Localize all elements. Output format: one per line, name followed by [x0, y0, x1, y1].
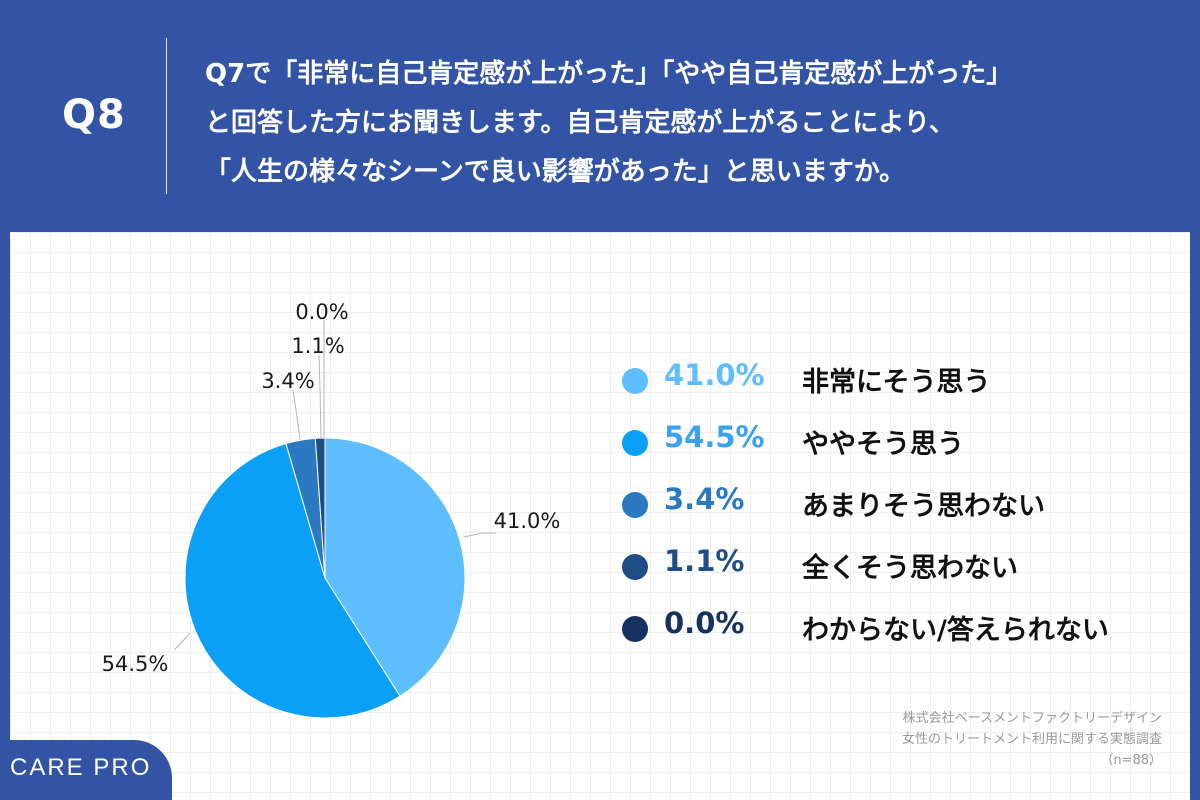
data-label: 1.1%	[291, 334, 344, 358]
question-line: 「人生の様々なシーンで良い影響があった」と思いますか。	[205, 157, 906, 187]
leader-line	[463, 532, 496, 538]
source-sample-size: （n=88）	[1100, 753, 1162, 768]
pie-slice	[324, 437, 466, 697]
data-label: 41.0%	[494, 509, 561, 533]
question-text: Q7で「非常に自己肯定感が上がった」「やや自己肯定感が上がった」 と回答した方に…	[205, 50, 1185, 197]
legend-percent: 41.0%	[664, 358, 765, 392]
question-line: Q7で「非常に自己肯定感が上がった」「やや自己肯定感が上がった」	[205, 59, 1013, 89]
legend-marker	[622, 430, 648, 456]
brand-tab: CARE PRO	[0, 740, 172, 800]
legend-percent: 0.0%	[664, 606, 745, 640]
source-company: 株式会社ベースメントファクトリーデザイン	[902, 711, 1162, 726]
legend-marker	[622, 368, 648, 394]
data-label: 54.5%	[102, 652, 169, 676]
leader-line	[173, 632, 191, 651]
question-line: と回答した方にお聞きします。自己肯定感が上がることにより、	[205, 108, 955, 138]
source-note: 株式会社ベースメントファクトリーデザイン 女性のトリートメント利用に関する実態調…	[902, 708, 1162, 771]
leader-line	[292, 389, 301, 441]
legend-marker	[622, 554, 648, 580]
legend-label: 全くそう思わない	[802, 553, 1018, 584]
question-number: Q8	[62, 92, 126, 138]
legend-label: わからない/答えられない	[802, 615, 1109, 646]
data-label: 0.0%	[295, 300, 348, 324]
source-survey: 女性のトリートメント利用に関する実態調査	[901, 732, 1162, 747]
header-divider	[166, 38, 167, 194]
brand-logo-text: CARE PRO	[10, 754, 152, 781]
legend-percent: 3.4%	[664, 482, 745, 516]
legend-label: あまりそう思わない	[802, 491, 1045, 522]
legend-marker	[622, 616, 648, 642]
legend-marker	[622, 492, 648, 518]
pie-slice	[184, 442, 401, 719]
leader-line	[318, 354, 322, 439]
legend-label: ややそう思う	[802, 429, 964, 460]
legend-percent: 1.1%	[664, 544, 745, 578]
data-label: 3.4%	[261, 369, 314, 393]
legend-percent: 54.5%	[664, 420, 765, 454]
header: Q8 Q7で「非常に自己肯定感が上がった」「やや自己肯定感が上がった」 と回答し…	[0, 0, 1200, 230]
legend-label: 非常にそう思う	[802, 367, 991, 398]
pie-slice	[314, 437, 326, 579]
